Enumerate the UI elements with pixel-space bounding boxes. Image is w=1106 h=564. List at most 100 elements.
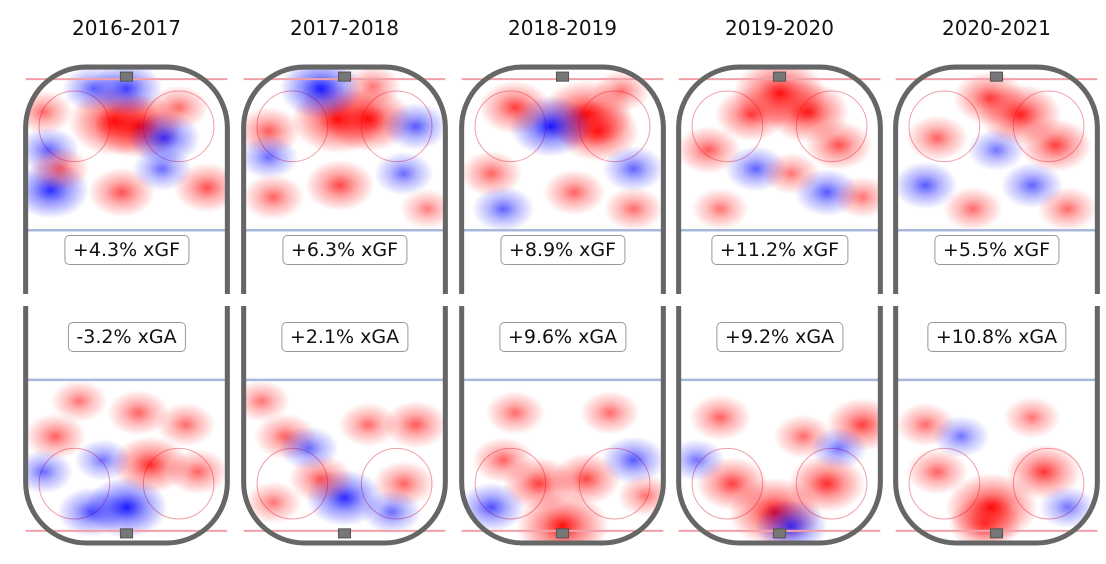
xga-label: +9.6% xGA — [498, 322, 627, 352]
xga-label: -3.2% xGA — [67, 322, 186, 352]
heat-spot-positive — [603, 186, 664, 232]
xgf-label: +11.2% xGF — [710, 235, 849, 265]
xga-label: +9.2% xGA — [715, 322, 844, 352]
heat-spot-positive — [805, 120, 873, 171]
heat-spot-positive — [472, 437, 535, 484]
heatmap-layer — [678, 394, 881, 543]
goal-net — [337, 71, 352, 82]
season-panel: 2017-2018 +6.3% xGF +2.1% xGA — [236, 0, 453, 564]
rink-boards — [893, 64, 1100, 294]
rink-boards — [893, 306, 1100, 546]
heat-spot-negative — [1039, 486, 1097, 529]
heatmap-layer — [678, 67, 881, 231]
heat-spot-negative — [932, 415, 990, 458]
offense-rink-heatmap — [459, 64, 666, 294]
defense-rink-heatmap — [241, 306, 448, 546]
xgf-label: +8.9% xGF — [499, 235, 626, 265]
heat-spot-positive — [244, 481, 302, 524]
heat-spot-positive — [1003, 396, 1061, 439]
heat-spot-positive — [400, 188, 446, 230]
heat-spot-positive — [833, 176, 881, 219]
offense-rink-heatmap — [23, 64, 230, 294]
heat-spot-positive — [148, 85, 209, 130]
xga-label: +10.8% xGA — [926, 322, 1067, 352]
offense-rink-heatmap — [676, 64, 883, 294]
season-title: 2018-2019 — [507, 16, 617, 40]
goal-net — [555, 71, 570, 82]
goal-net — [337, 528, 352, 539]
heat-spot-positive — [478, 80, 552, 135]
xgf-label: +5.5% xGF — [933, 235, 1060, 265]
heat-spot-positive — [580, 390, 640, 435]
heatmap-layer — [461, 69, 664, 232]
heat-spot-negative — [602, 145, 664, 192]
goal-net — [989, 528, 1004, 539]
heat-spot-negative — [57, 487, 125, 537]
goal-net — [555, 528, 570, 539]
heat-spot-positive — [243, 380, 291, 423]
season-title: 2019-2020 — [724, 16, 834, 40]
heat-spot-positive — [166, 448, 228, 495]
heat-spot-negative — [472, 185, 535, 232]
heat-spot-positive — [1006, 444, 1082, 500]
defense-rink-heatmap — [23, 306, 230, 546]
heat-spot-positive — [155, 402, 216, 447]
season-title: 2020-2021 — [941, 16, 1051, 40]
heatmap-layer — [243, 67, 446, 230]
heat-spot-negative — [243, 135, 299, 180]
season-panel: 2019-2020 +11.2% xGF +9.2% xGA — [671, 0, 888, 564]
heat-spot-negative — [279, 426, 339, 471]
rink-boards — [676, 306, 883, 546]
rink-boards — [23, 306, 230, 546]
offense-rink-heatmap — [241, 64, 448, 294]
heat-spot-negative — [601, 436, 664, 484]
season-title: 2016-2017 — [71, 16, 181, 40]
heat-spot-positive — [906, 448, 969, 495]
rink-boards — [241, 64, 448, 294]
heat-spot-negative — [132, 146, 192, 191]
xgf-label: +6.3% xGF — [281, 235, 408, 265]
goal-net — [989, 71, 1004, 82]
heatmap-layer — [25, 380, 228, 538]
heatmap-layer — [25, 67, 228, 219]
heatmap-layer — [895, 71, 1098, 232]
heat-spot-positive — [691, 187, 749, 231]
heat-spot-positive — [461, 150, 523, 197]
heat-spot-negative — [25, 449, 74, 494]
heat-spot-positive — [1037, 186, 1098, 232]
rink-boards — [241, 306, 448, 546]
heat-spot-positive — [338, 402, 398, 447]
season-panel: 2016-2017 +4.3% xGF -3.2% xGA — [18, 0, 235, 564]
heatmap-layer — [243, 380, 446, 535]
heat-spot-negative — [755, 499, 828, 543]
heat-spot-positive — [107, 389, 170, 436]
heat-spot-positive — [243, 174, 305, 221]
heat-spot-positive — [678, 126, 741, 174]
xgf-label: +4.3% xGF — [63, 235, 190, 265]
heat-spot-negative — [810, 427, 868, 470]
heat-spot-positive — [762, 152, 820, 195]
heat-spot-positive — [304, 159, 375, 212]
heat-spot-negative — [895, 161, 958, 210]
heat-spot-negative — [74, 438, 132, 482]
xga-label: +2.1% xGA — [280, 322, 409, 352]
faceoff-circle — [908, 90, 981, 163]
goal-net — [119, 71, 134, 82]
heat-spot-positive — [25, 413, 87, 460]
rink-boards — [23, 64, 230, 294]
defense-rink-heatmap — [676, 306, 883, 546]
goal-net — [772, 528, 787, 539]
heat-spot-positive — [788, 455, 866, 513]
heat-spot-positive — [714, 87, 788, 142]
heat-spot-positive — [383, 400, 446, 449]
heat-spot-positive — [50, 380, 108, 423]
rink-boards — [459, 306, 666, 546]
heat-spot-positive — [689, 394, 752, 441]
heat-spot-negative — [383, 102, 446, 151]
rink-boards — [459, 64, 666, 294]
heat-spot-positive — [942, 186, 1003, 232]
heat-spot-negative — [373, 151, 434, 196]
heat-spot-negative — [62, 67, 125, 112]
heat-spot-negative — [362, 489, 422, 535]
